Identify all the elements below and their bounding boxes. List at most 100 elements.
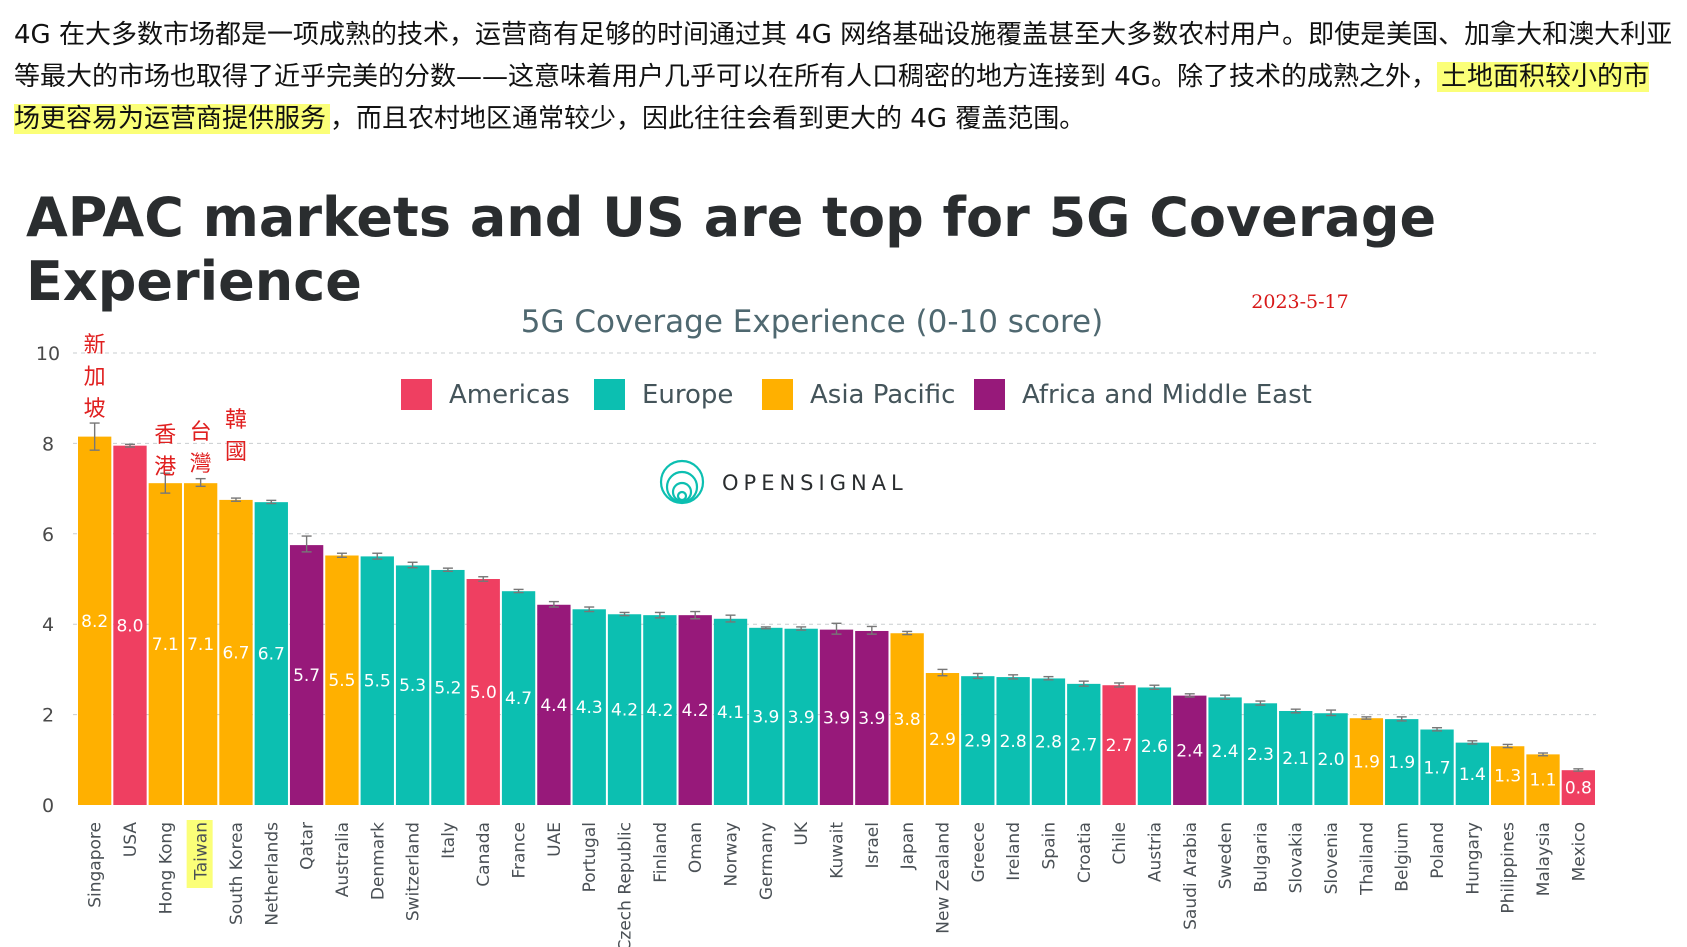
opensignal-logo: OPENSIGNAL: [659, 459, 908, 505]
bar: [78, 436, 112, 805]
data-label: 6.7: [222, 643, 249, 663]
data-label: 4.2: [682, 701, 709, 721]
paragraph-text-before: 4G 在大多数市场都是一项成熟的技术，运营商有足够的时间通过其 4G 网络基础设…: [14, 20, 1673, 92]
category-label: Singapore: [86, 822, 106, 908]
category-label: Denmark: [368, 822, 388, 900]
bar: [1173, 695, 1207, 805]
bar: [1526, 754, 1560, 805]
category-label: USA: [121, 822, 141, 858]
data-label: 2.7: [1106, 736, 1133, 756]
stamp-date: 2023-5-17: [1251, 291, 1348, 313]
bar: [1208, 697, 1242, 805]
bar: [819, 629, 854, 805]
bar: [1314, 713, 1348, 805]
article-paragraph: 4G 在大多数市场都是一项成熟的技术，运营商有足够的时间通过其 4G 网络基础设…: [14, 14, 1674, 140]
bar: [1067, 683, 1101, 805]
bar: [501, 591, 536, 805]
bar: [572, 609, 606, 805]
category-label: Saudi Arabia: [1181, 822, 1201, 930]
data-label: 0.8: [1565, 779, 1592, 799]
category-label: Ireland: [1004, 822, 1024, 881]
data-label: 4.2: [611, 701, 638, 721]
category-label: Taiwan: [192, 822, 212, 881]
data-label: 2.0: [1318, 750, 1345, 770]
data-label: 1.9: [1388, 753, 1415, 773]
legend-label: Africa and Middle East: [1022, 380, 1312, 410]
category-label: Sweden: [1216, 822, 1236, 889]
category-label: Switzerland: [404, 822, 424, 921]
y-tick-label: 0: [42, 795, 54, 817]
bar: [289, 545, 324, 805]
y-tick-label: 2: [42, 705, 54, 727]
bar: [219, 499, 253, 805]
bar: [643, 615, 677, 805]
chart-headline: APAC markets and US are top for 5G Cover…: [26, 186, 1437, 313]
bar: [148, 483, 182, 805]
data-label: 2.3: [1247, 745, 1274, 765]
bar: [1455, 742, 1490, 805]
y-tick-label: 4: [42, 614, 54, 636]
data-label: 4.7: [505, 689, 532, 709]
data-label: 2.1: [1282, 749, 1309, 769]
bar: [1561, 770, 1595, 805]
data-label: 5.5: [364, 672, 391, 692]
bar: [325, 555, 359, 805]
bar: [890, 633, 924, 805]
data-label: 5.3: [399, 676, 426, 696]
bar: [784, 628, 818, 805]
bar: [395, 565, 430, 805]
category-label: Philippines: [1499, 822, 1519, 914]
data-label: 2.9: [964, 732, 991, 752]
category-label: Portugal: [580, 822, 600, 892]
bar: [1385, 719, 1419, 805]
legend-swatch: [762, 379, 793, 410]
chart-title: 5G Coverage Experience (0-10 score): [521, 304, 1103, 340]
bar: [607, 614, 642, 805]
legend-label: Europe: [642, 380, 733, 410]
data-label: 2.9: [929, 730, 956, 750]
data-label: 7.1: [152, 635, 179, 655]
bar: [1102, 685, 1136, 805]
category-label: Finland: [651, 822, 671, 883]
y-tick-label: 6: [42, 524, 54, 546]
bar: [1349, 718, 1384, 805]
data-label: 6.7: [258, 645, 285, 665]
data-label: 5.5: [328, 671, 355, 691]
data-label: 7.1: [187, 635, 214, 655]
category-label: Croatia: [1075, 822, 1095, 883]
category-label: Spain: [1039, 822, 1059, 870]
label-layer: 8.2 Singapore 8.0 USA 7.1 Hong Kong 7.1 Taiwan 6…: [81, 612, 1592, 947]
category-label: Canada: [474, 822, 494, 887]
data-label: 5.0: [470, 683, 497, 703]
bar-layer: [78, 422, 1595, 805]
category-label: Austria: [1145, 822, 1165, 882]
opensignal-logo-text: OPENSIGNAL: [722, 471, 908, 495]
category-label: Bulgaria: [1251, 822, 1271, 893]
opensignal-logo-icon: [659, 459, 705, 505]
bar: [1491, 746, 1525, 805]
data-label: 1.1: [1529, 771, 1556, 791]
category-label: New Zealand: [933, 822, 953, 934]
category-highlight: [186, 820, 213, 888]
bar: [1137, 687, 1172, 805]
annotation-label: 台灣: [190, 420, 212, 477]
bar: [855, 630, 889, 805]
category-label: Netherlands: [262, 822, 282, 926]
legend: Americas Europe Asia Pacific Africa and Mid…: [401, 379, 1312, 410]
bar: [1243, 703, 1278, 805]
data-label: 2.8: [1000, 732, 1027, 752]
bar: [961, 676, 995, 805]
category-label: Qatar: [298, 822, 318, 870]
legend-swatch: [974, 379, 1005, 410]
bar: [678, 615, 712, 805]
bar: [113, 445, 147, 805]
data-label: 5.7: [293, 666, 320, 686]
bar: [466, 579, 500, 805]
bar: [749, 627, 783, 805]
data-label: 2.4: [1212, 742, 1239, 762]
legend-label: Asia Pacific: [810, 380, 955, 410]
category-label: Slovenia: [1322, 822, 1342, 894]
category-label: Oman: [686, 822, 706, 873]
